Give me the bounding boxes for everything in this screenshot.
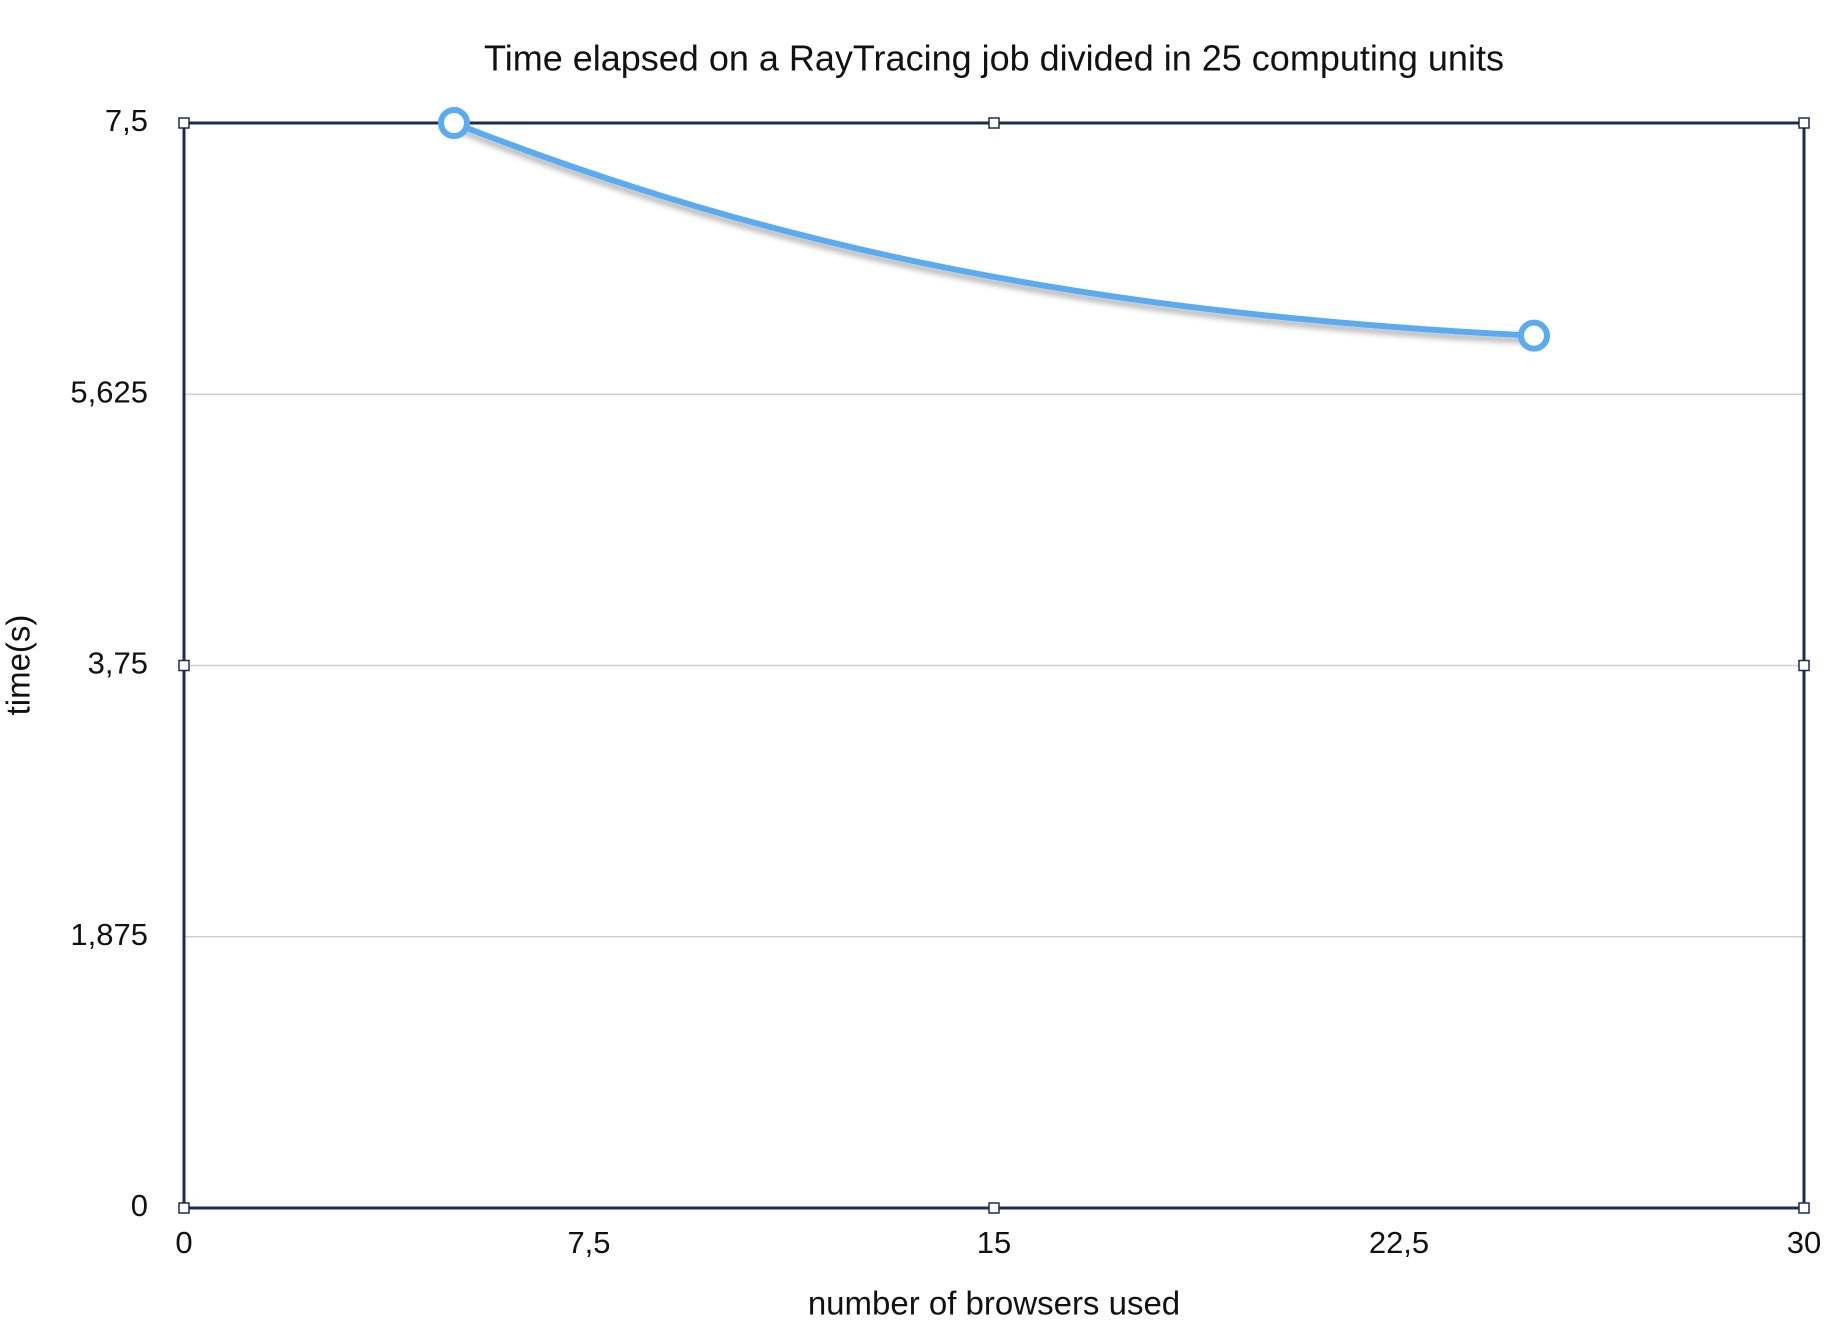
y-tick-label: 7,5	[105, 103, 148, 138]
x-tick-label: 7,5	[567, 1225, 610, 1260]
data-line	[452, 120, 1535, 339]
frame-handle	[178, 659, 190, 672]
y-tick-label: 0	[131, 1188, 148, 1223]
y-axis-title: time(s)	[0, 615, 37, 716]
frame-handle	[1798, 117, 1810, 129]
y-tick-label: 1,875	[70, 917, 148, 952]
y-tick-label: 5,625	[70, 374, 148, 409]
frame-handle	[1798, 1202, 1810, 1214]
x-tick-label: 30	[1787, 1225, 1821, 1260]
x-axis-title: number of browsers used	[808, 1285, 1180, 1322]
x-tick-label: 0	[175, 1225, 192, 1260]
x-tick-label: 22,5	[1369, 1225, 1429, 1260]
frame-handle	[178, 117, 190, 129]
frame-handle	[178, 1202, 190, 1214]
frame-handle	[988, 1202, 1000, 1214]
x-tick-label: 15	[977, 1225, 1011, 1260]
chart-title: Time elapsed on a RayTracing job divided…	[484, 38, 1504, 79]
data-point	[438, 107, 470, 139]
frame-handle	[988, 117, 1000, 129]
frame-handle	[1798, 659, 1810, 672]
y-tick-label: 3,75	[88, 646, 148, 681]
data-point	[1518, 319, 1550, 352]
